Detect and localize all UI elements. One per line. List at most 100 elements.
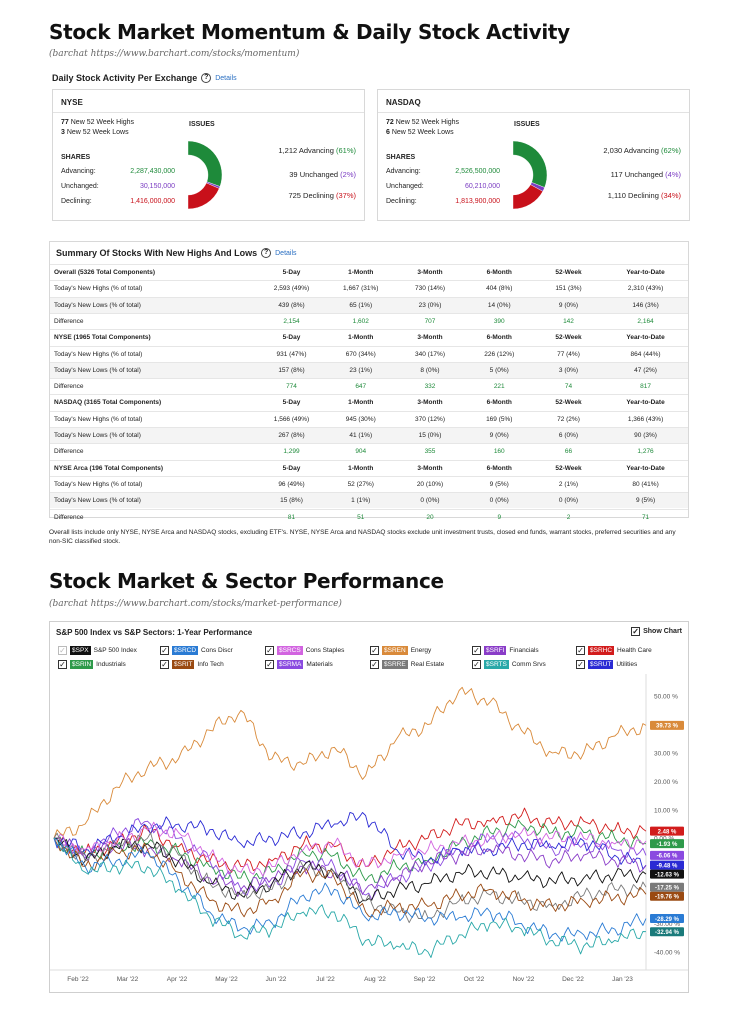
table-cell: 355	[424, 448, 436, 456]
check-icon[interactable]: ✓	[370, 660, 379, 669]
end-value-badge	[650, 891, 684, 901]
summary-details-link[interactable]: Details	[275, 249, 297, 257]
check-icon[interactable]: ✓	[58, 660, 67, 669]
legend-name: Info Tech	[197, 661, 224, 668]
legend-item[interactable]: ✓ $SPX S&P 500 Index	[58, 646, 137, 655]
column-header: 52-Week	[555, 334, 582, 342]
check-icon[interactable]: ✓	[370, 646, 379, 655]
legend-item[interactable]: ✓ $SREN Energy	[370, 646, 431, 655]
table-cell: 52 (27%)	[347, 480, 374, 488]
group-name: NYSE Arca (196 Total Components)	[54, 464, 164, 472]
end-value-badge	[650, 927, 684, 937]
group-name: Overall (5326 Total Components)	[54, 269, 156, 276]
table-cell: 9	[497, 513, 502, 521]
row-label: Difference	[54, 317, 84, 325]
row-label: Today's New Highs (% of total)	[54, 285, 143, 293]
table-cell: 66	[564, 448, 573, 456]
series-line	[53, 686, 647, 839]
table-cell: 90 (3%)	[634, 432, 657, 439]
table-cell: 15 (8%)	[280, 497, 303, 505]
legend-item[interactable]: ✓ $SRIT Info Tech	[160, 660, 224, 669]
end-value-label: 2.48 %	[650, 826, 684, 836]
shares-unchanged: Unchanged: 30,150,000	[61, 183, 175, 190]
show-chart-toggle[interactable]: ✓ Show Chart	[631, 627, 682, 636]
legend-item[interactable]: ✓ $SRMA Materials	[265, 660, 333, 669]
new-highs: 77 New 52 Week Highs	[61, 119, 135, 126]
help-icon[interactable]: ?	[261, 248, 272, 258]
column-header: Year-to-Date	[626, 269, 665, 276]
table-cell: 20	[426, 513, 434, 521]
column-header: 5-Day	[282, 269, 301, 276]
end-value-label: 39.73 %	[650, 720, 684, 730]
table-cell: 332	[424, 383, 436, 391]
column-header: 1-Month	[348, 399, 374, 407]
new-lows: 3 New 52 Week Lows	[61, 129, 129, 136]
end-value-badge	[650, 882, 684, 892]
check-icon[interactable]: ✓	[160, 646, 169, 655]
table-cell: 15 (0%)	[418, 432, 442, 439]
x-tick-label: Sep '22	[414, 976, 436, 983]
check-icon[interactable]: ✓	[58, 646, 67, 655]
table-cell: 340 (17%)	[415, 350, 445, 358]
row-label: Difference	[54, 513, 84, 521]
legend-item[interactable]: ✓ $SRUT Utilities	[576, 660, 637, 669]
legend-symbol: $SRTS	[484, 660, 509, 669]
x-tick-label: Oct '22	[464, 976, 485, 983]
table-cell: 6 (0%)	[558, 432, 579, 439]
table-cell: 2 (1%)	[558, 480, 579, 488]
table-cell: 439 (8%)	[278, 301, 305, 309]
end-value-badge	[650, 869, 684, 879]
check-icon[interactable]: ✓	[472, 646, 481, 655]
issues-advancing: 2,030 Advancing (62%)	[603, 146, 681, 155]
issues-unchanged: 39 Unchanged (2%)	[289, 170, 356, 179]
shares-declining: Declining: 1,813,900,000	[386, 198, 500, 205]
table-cell: 226 (12%)	[484, 350, 515, 358]
end-value-text: -1.93 %	[657, 842, 678, 848]
legend-item[interactable]: ✓ $SRTS Comm Srvs	[472, 660, 546, 669]
momentum-heading: Stock Market Momentum & Daily Stock Acti…	[49, 20, 570, 44]
check-icon[interactable]: ✓	[576, 660, 585, 669]
end-value-label: -6.06 %	[650, 850, 684, 860]
check-icon[interactable]: ✓	[265, 646, 274, 655]
table-cell: 160	[493, 448, 505, 456]
end-value-label: -28.29 %	[650, 914, 684, 924]
end-value-label: -9.48 %	[650, 860, 684, 870]
legend-name: Energy	[410, 647, 432, 654]
legend-symbol: $SRIT	[172, 660, 195, 669]
y-tick-label: 30.00 %	[654, 751, 678, 758]
check-icon[interactable]: ✓	[631, 627, 641, 636]
issues-label: ISSUES	[189, 121, 215, 128]
column-header: 6-Month	[486, 334, 512, 342]
table-cell: 0 (0%)	[420, 497, 440, 505]
legend-item[interactable]: ✓ $SRRE Real Estate	[370, 660, 444, 669]
column-header: Year-to-Date	[626, 399, 665, 407]
legend-item[interactable]: ✓ $SRIN Industrials	[58, 660, 126, 669]
check-icon[interactable]: ✓	[265, 660, 274, 669]
table-group-header: Overall (5326 Total Components) 5-Day 1-Mo…	[50, 264, 688, 280]
table-cell: 931 (47%)	[276, 350, 307, 358]
table-row: Today's New Lows (% of total) 267 (8%) 41 …	[50, 427, 688, 443]
help-icon[interactable]: ?	[201, 73, 212, 83]
table-cell: 1,667 (31%)	[343, 285, 379, 293]
legend-name: Comm Srvs	[511, 661, 546, 668]
activity-details-link[interactable]: Details	[215, 74, 237, 82]
legend-name: Financials	[509, 647, 539, 654]
legend-item[interactable]: ✓ $SRCD Cons Discr	[160, 646, 233, 655]
check-icon[interactable]: ✓	[576, 646, 585, 655]
table-cell: 47 (2%)	[634, 366, 657, 374]
legend-item[interactable]: ✓ $SRFI Financials	[472, 646, 539, 655]
column-header: 6-Month	[486, 399, 512, 407]
end-value-text: 2.48 %	[658, 829, 677, 835]
donut-slice	[513, 184, 544, 210]
check-icon[interactable]: ✓	[160, 660, 169, 669]
divider	[378, 112, 689, 113]
table-cell: 647	[355, 383, 367, 391]
new-lows: 6 New 52 Week Lows	[386, 129, 454, 136]
legend-name: Health Care	[617, 647, 652, 654]
legend-item[interactable]: ✓ $SRHC Health Care	[576, 646, 652, 655]
check-icon[interactable]: ✓	[472, 660, 481, 669]
table-row: Today's New Lows (% of total) 15 (8%) 1 (1…	[50, 492, 688, 509]
row-label: Difference	[54, 383, 84, 391]
legend-item[interactable]: ✓ $SRCS Cons Staples	[265, 646, 344, 655]
table-cell: 221	[493, 383, 505, 391]
